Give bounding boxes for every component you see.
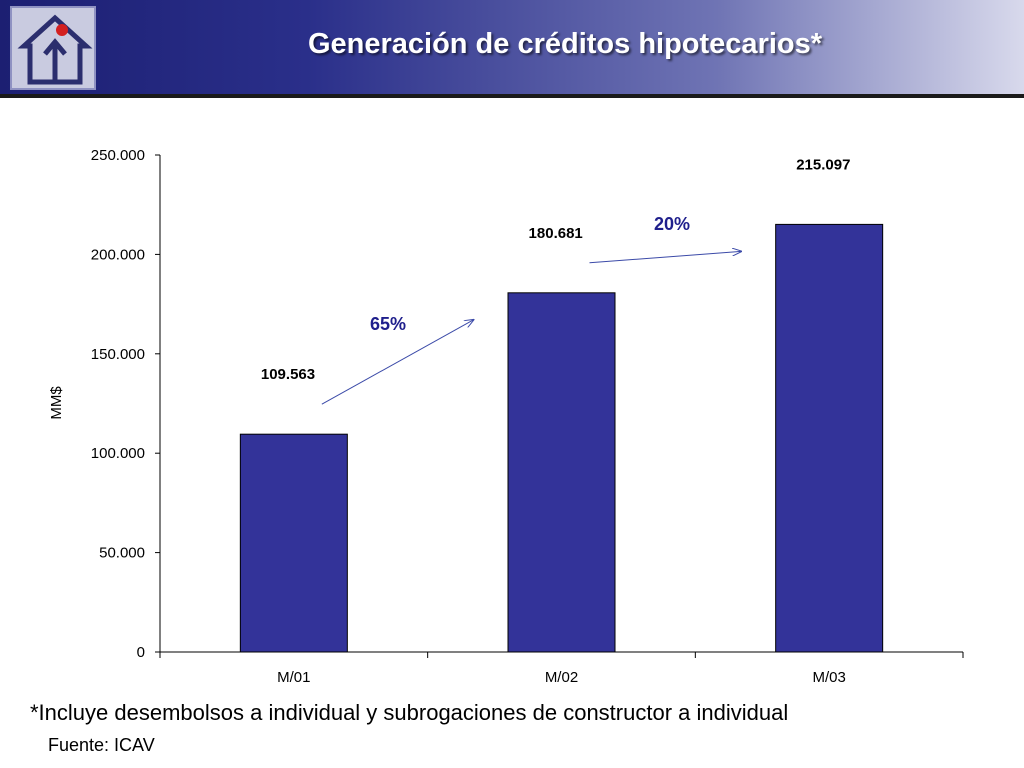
- footnote: *Incluye desembolsos a individual y subr…: [30, 700, 789, 725]
- y-tick-label: 200.000: [91, 246, 145, 263]
- bar: [239, 433, 348, 653]
- y-tick-label: 0: [137, 644, 145, 661]
- x-tick-label: M/02: [545, 669, 578, 686]
- source-note: Fuente: ICAV: [48, 735, 155, 755]
- growth-arrow: [589, 251, 742, 264]
- growth-label: 65%: [370, 314, 406, 334]
- x-tick-label: M/01: [277, 669, 310, 686]
- growth-label: 20%: [654, 214, 690, 234]
- data-label: 109.563: [261, 366, 315, 383]
- y-tick-label: 250.000: [91, 147, 145, 164]
- slide-header: Generación de créditos hipotecarios*: [0, 0, 1024, 98]
- bar: [775, 223, 884, 653]
- bar-chart: 0 50.000 100.000 150.000 200.000 250.000 MM$ 10…: [48, 147, 964, 686]
- data-label: 180.681: [529, 225, 583, 242]
- y-tick-label: 100.000: [91, 445, 145, 462]
- y-tick-label: 50.000: [99, 545, 145, 562]
- y-tick-label: 150.000: [91, 346, 145, 363]
- growth-arrow: [321, 320, 474, 405]
- y-axis-label: MM$: [48, 386, 65, 420]
- bar: [507, 292, 616, 653]
- data-label: 215.097: [796, 156, 850, 173]
- house-with-arrow-logo: [10, 6, 96, 90]
- slide-title: Generación de créditos hipotecarios*: [307, 28, 823, 60]
- x-tick-label: M/03: [812, 669, 845, 686]
